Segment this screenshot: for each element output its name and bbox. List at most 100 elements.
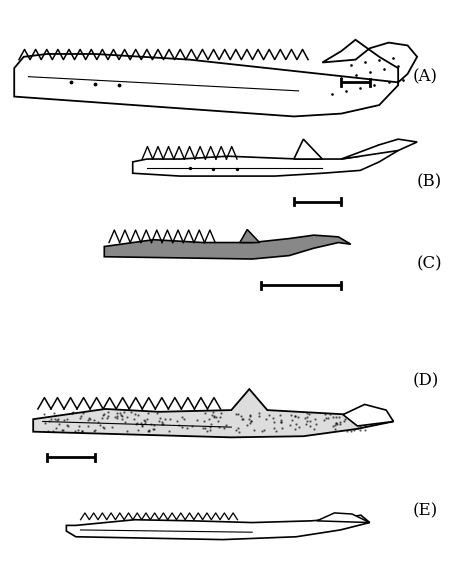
Point — [96, 421, 103, 430]
Point — [303, 416, 310, 425]
Point — [78, 427, 86, 436]
Text: (B): (B) — [417, 173, 442, 190]
Point — [337, 74, 345, 83]
Point — [161, 415, 169, 424]
Point — [329, 421, 337, 431]
Point — [236, 427, 243, 436]
Polygon shape — [317, 513, 370, 523]
Point — [331, 424, 338, 433]
Point — [238, 415, 246, 424]
Point — [394, 62, 402, 71]
Point — [71, 427, 78, 436]
Point — [336, 417, 344, 426]
Point — [336, 413, 343, 422]
Point — [371, 81, 378, 90]
Point — [68, 408, 75, 417]
Point — [356, 421, 364, 431]
Point — [246, 411, 254, 420]
Point — [303, 408, 311, 417]
Point — [186, 163, 193, 172]
Point — [216, 412, 224, 421]
Point — [49, 426, 57, 435]
Point — [210, 412, 218, 421]
Point — [321, 410, 329, 419]
Point — [47, 415, 55, 424]
Point — [85, 414, 92, 423]
Point — [288, 411, 295, 420]
Point — [399, 75, 407, 84]
Point — [342, 86, 350, 95]
Point — [188, 422, 196, 431]
Point — [235, 424, 242, 433]
Point — [336, 420, 344, 429]
Point — [41, 410, 48, 419]
Point — [212, 412, 219, 421]
Point — [145, 425, 153, 435]
Point — [277, 416, 284, 425]
Point — [132, 419, 140, 428]
Point — [77, 411, 84, 420]
Point — [179, 412, 186, 421]
Point — [149, 425, 157, 434]
Point — [326, 410, 333, 419]
Point — [166, 415, 173, 424]
Point — [159, 420, 166, 429]
Point — [90, 427, 98, 436]
Point — [117, 408, 124, 417]
Point — [111, 412, 119, 421]
Point — [63, 414, 71, 423]
Polygon shape — [341, 139, 417, 159]
Point — [259, 427, 266, 436]
Point — [41, 419, 49, 428]
Point — [91, 80, 99, 89]
Point — [237, 411, 245, 420]
Point — [98, 413, 106, 422]
Point — [118, 415, 126, 424]
Point — [390, 53, 397, 62]
Point — [145, 427, 153, 436]
Point — [310, 424, 318, 433]
Polygon shape — [66, 515, 370, 540]
Point — [199, 424, 207, 433]
Point — [243, 420, 250, 429]
Polygon shape — [343, 404, 393, 426]
Point — [74, 425, 82, 435]
Point — [218, 408, 225, 417]
Point — [99, 423, 107, 432]
Polygon shape — [14, 40, 417, 116]
Point — [232, 426, 240, 435]
Point — [311, 414, 319, 423]
Point — [128, 407, 135, 416]
Point — [329, 412, 337, 421]
Point — [278, 424, 286, 433]
Point — [153, 408, 161, 417]
Point — [277, 417, 285, 426]
Polygon shape — [104, 235, 351, 259]
Point — [201, 417, 208, 426]
Point — [115, 81, 122, 90]
Point — [144, 408, 151, 417]
Point — [141, 416, 148, 425]
Polygon shape — [133, 145, 398, 176]
Point — [362, 421, 369, 431]
Point — [68, 408, 76, 417]
Point — [255, 409, 263, 418]
Point — [179, 423, 186, 432]
Point — [201, 408, 209, 417]
Point — [246, 412, 254, 421]
Point — [137, 419, 145, 428]
Point — [332, 413, 339, 422]
Point — [352, 70, 359, 80]
Point — [277, 418, 285, 427]
Point — [56, 420, 64, 429]
Point — [222, 420, 230, 429]
Point — [79, 408, 86, 417]
Point — [180, 414, 188, 423]
Point — [142, 416, 149, 425]
Point — [247, 416, 255, 425]
Point — [100, 410, 107, 419]
Point — [357, 425, 365, 435]
Point — [143, 414, 150, 423]
Point — [312, 419, 319, 428]
Point — [210, 412, 218, 421]
